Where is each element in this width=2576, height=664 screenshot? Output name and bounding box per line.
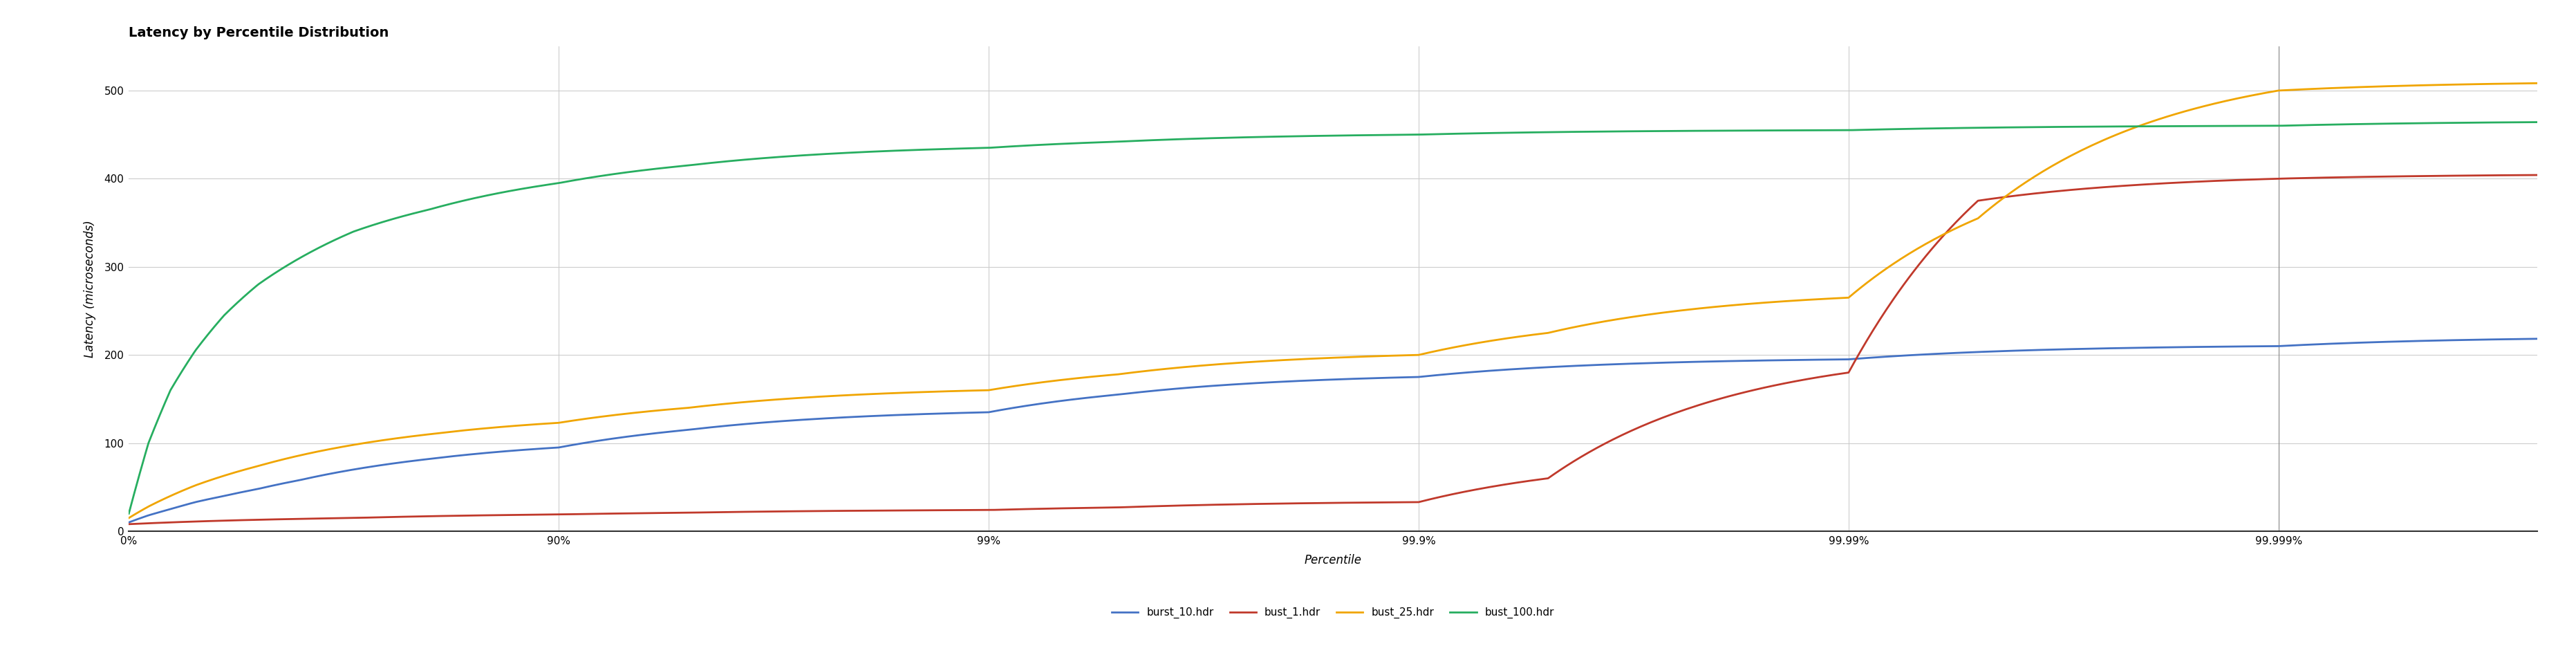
Line: burst_10.hdr: burst_10.hdr bbox=[129, 337, 2576, 523]
Text: Latency by Percentile Distribution: Latency by Percentile Distribution bbox=[129, 27, 389, 40]
Line: bust_25.hdr: bust_25.hdr bbox=[129, 82, 2576, 518]
bust_25.hdr bbox=[1084, 372, 1115, 380]
Line: bust_100.hdr: bust_100.hdr bbox=[129, 122, 2576, 513]
Legend: burst_10.hdr, bust_1.hdr, bust_25.hdr, bust_100.hdr: burst_10.hdr, bust_1.hdr, bust_25.hdr, b… bbox=[1108, 603, 1558, 623]
burst_10.hdr bbox=[113, 519, 144, 527]
burst_10.hdr bbox=[204, 493, 234, 501]
burst_10.hdr bbox=[853, 412, 884, 420]
bust_25.hdr bbox=[162, 489, 193, 497]
bust_1.hdr bbox=[162, 518, 193, 526]
burst_10.hdr bbox=[433, 453, 464, 461]
burst_10.hdr bbox=[1984, 347, 2014, 355]
bust_1.hdr bbox=[113, 520, 144, 528]
bust_1.hdr bbox=[193, 517, 224, 525]
bust_100.hdr bbox=[799, 151, 829, 159]
bust_1.hdr bbox=[765, 507, 796, 515]
burst_10.hdr bbox=[126, 514, 157, 522]
burst_10.hdr bbox=[155, 505, 185, 513]
bust_25.hdr bbox=[332, 442, 363, 450]
bust_1.hdr bbox=[332, 514, 363, 522]
bust_25.hdr bbox=[1043, 376, 1074, 384]
bust_100.hdr bbox=[175, 353, 206, 361]
X-axis label: Percentile: Percentile bbox=[1303, 554, 1363, 566]
bust_1.hdr bbox=[1084, 504, 1115, 512]
bust_100.hdr bbox=[976, 143, 1007, 151]
bust_100.hdr bbox=[198, 322, 229, 330]
Y-axis label: Latency (microseconds): Latency (microseconds) bbox=[85, 220, 95, 358]
bust_100.hdr bbox=[113, 509, 144, 517]
bust_100.hdr bbox=[250, 276, 281, 284]
bust_25.hdr bbox=[193, 477, 224, 485]
bust_100.hdr bbox=[183, 343, 214, 351]
bust_25.hdr bbox=[113, 514, 144, 522]
Line: bust_1.hdr: bust_1.hdr bbox=[129, 174, 2576, 524]
bust_1.hdr bbox=[1043, 505, 1074, 513]
bust_25.hdr bbox=[765, 395, 796, 403]
